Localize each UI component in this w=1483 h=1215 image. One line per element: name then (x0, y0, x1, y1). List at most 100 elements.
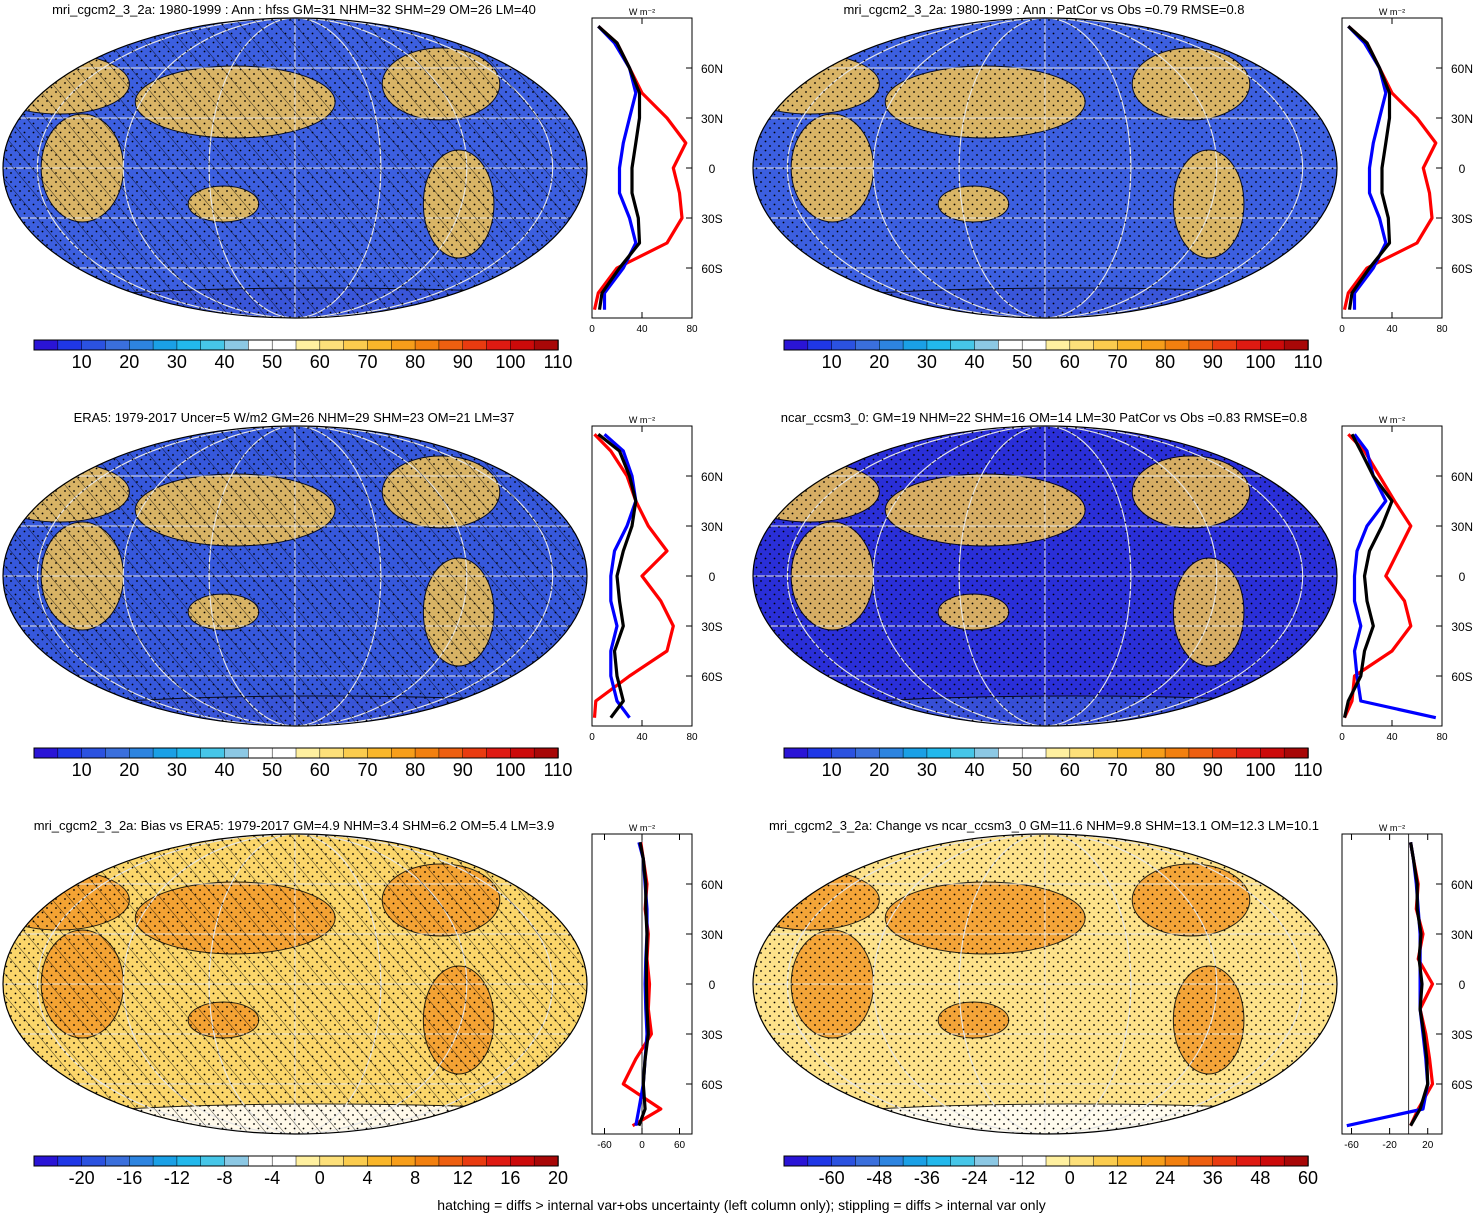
colorbar-cell (295, 1155, 321, 1167)
colorbar-cell (391, 747, 416, 759)
profile-series-0 (592, 433, 675, 718)
panel-3: 10 20 30 40 50 60 70 80 90 100 110 W m⁻² 60N 30N 0 30S 6… (752, 415, 1473, 780)
colorbar-cell (1141, 339, 1166, 351)
profile-lat-label: 60S (701, 670, 722, 684)
colorbar-cell (1069, 747, 1095, 759)
colorbar-cell (1164, 747, 1190, 759)
colorbar-label: 100 (1245, 352, 1275, 372)
colorbar-label: -8 (217, 1168, 233, 1188)
colorbar-label: 50 (262, 760, 282, 780)
profile-lat-label: 30S (1451, 1028, 1472, 1042)
colorbar-label: 20 (548, 1168, 568, 1188)
profile-lat-label: 0 (1459, 570, 1466, 584)
profile-lat-label: 30S (701, 620, 722, 634)
colorbar-cell (391, 339, 416, 351)
colorbar-cell (1141, 1155, 1166, 1167)
colorbar-label: 90 (1203, 352, 1223, 372)
colorbar-cell (200, 1155, 226, 1167)
colorbar-cell (1045, 339, 1071, 351)
colorbar-cell (105, 1155, 131, 1167)
profile-frame (1341, 17, 1443, 319)
colorbar-cell (438, 747, 464, 759)
colorbar-cell (1260, 747, 1285, 759)
panel-title: mri_cgcm2_3_2a: Bias vs ERA5: 1979-2017 … (33, 818, 555, 833)
colorbar-frame (783, 339, 1309, 351)
profile-frame (1341, 833, 1443, 1135)
colorbar-cell (462, 339, 488, 351)
panel-2: 10 20 30 40 50 60 70 80 90 100 110 W m⁻² 60N 30N 0 30S 6… (2, 415, 723, 780)
profile-series-2 (637, 841, 650, 1127)
colorbar-cell (462, 747, 488, 759)
profile-lat-label: 0 (709, 978, 716, 992)
stipple-overlay (753, 834, 1337, 1134)
colorbar-label: 60 (1060, 352, 1080, 372)
colorbar-label: 80 (405, 760, 425, 780)
profile-series-2 (597, 433, 638, 719)
colorbar-cell (831, 747, 857, 759)
colorbar-label: 90 (453, 760, 473, 780)
colorbar-cell (1260, 1155, 1285, 1167)
colorbar-label: 40 (215, 760, 235, 780)
colorbar-label: -4 (264, 1168, 280, 1188)
colorbar-label: 30 (917, 760, 937, 780)
colorbar-cell (343, 1155, 369, 1167)
colorbar-label: 70 (357, 352, 377, 372)
colorbar-cell (462, 1155, 488, 1167)
profile-lat-label: 60S (1451, 670, 1472, 684)
colorbar-cell (1117, 747, 1143, 759)
colorbar-cell (1212, 1155, 1238, 1167)
colorbar-cell (295, 747, 321, 759)
profile-x-label: 0 (589, 732, 595, 743)
colorbar-label: 80 (1155, 760, 1175, 780)
colorbar-cell (1283, 747, 1309, 759)
profile-lat-label: 60S (701, 1078, 722, 1092)
colorbar-cell (855, 1155, 881, 1167)
colorbar-cell (1212, 747, 1238, 759)
colorbar-cell (129, 339, 154, 351)
footnote: hatching = diffs > internal var+obs unce… (437, 1197, 1046, 1213)
colorbar-label: 80 (405, 352, 425, 372)
colorbar-frame (33, 747, 559, 759)
colorbar-cell (486, 339, 512, 351)
colorbar-cell (1021, 1155, 1047, 1167)
panel-1: 10 20 30 40 50 60 70 80 90 100 110 W m⁻² 60N 30N 0 30S 6… (752, 7, 1473, 372)
map-projection (3, 18, 587, 318)
profile-lat-label: 60N (701, 62, 723, 76)
panel-title: mri_cgcm2_3_2a: 1980-1999 : Ann : PatCor… (843, 2, 1245, 17)
profile-x-label: -60 (597, 1140, 612, 1151)
colorbar-cell (367, 339, 393, 351)
map-border (752, 833, 1338, 1135)
colorbar-cell (224, 1155, 250, 1167)
colorbar-label: 20 (119, 760, 139, 780)
colorbar-cell (57, 1155, 83, 1167)
map-projection (3, 834, 587, 1134)
colorbar-label: 110 (1294, 760, 1323, 780)
colorbar-cell (950, 747, 976, 759)
profile-lat-label: 60N (701, 878, 723, 892)
colorbar-label: 80 (1155, 352, 1175, 372)
colorbar-cell (807, 1155, 833, 1167)
colorbar-label: 0 (1065, 1168, 1075, 1188)
colorbar-cell (57, 339, 83, 351)
colorbar-cell (438, 1155, 464, 1167)
profile-series-0 (1343, 433, 1413, 719)
profile-lat-label: 30N (1451, 520, 1473, 534)
colorbar-cell (295, 339, 321, 351)
profile-unit: W m⁻² (1379, 415, 1405, 425)
colorbar-label: 110 (1294, 352, 1323, 372)
colorbar-label: 30 (167, 760, 187, 780)
colorbar-cell (1236, 1155, 1262, 1167)
colorbar-label: -48 (866, 1168, 892, 1188)
colorbar-label: 4 (362, 1168, 372, 1188)
profile-lat-label: 30N (701, 928, 723, 942)
profile-lat-label: 30N (701, 520, 723, 534)
colorbar-label: -24 (962, 1168, 988, 1188)
colorbar-cell (414, 339, 440, 351)
colorbar-cell (152, 339, 178, 351)
map-border (2, 425, 588, 727)
profile-x-label: 60 (674, 1140, 686, 1151)
colorbar-cell (1236, 339, 1262, 351)
colorbar-label: 110 (544, 760, 573, 780)
colorbar-cell (248, 747, 273, 759)
profile-x-label: 80 (686, 324, 698, 335)
